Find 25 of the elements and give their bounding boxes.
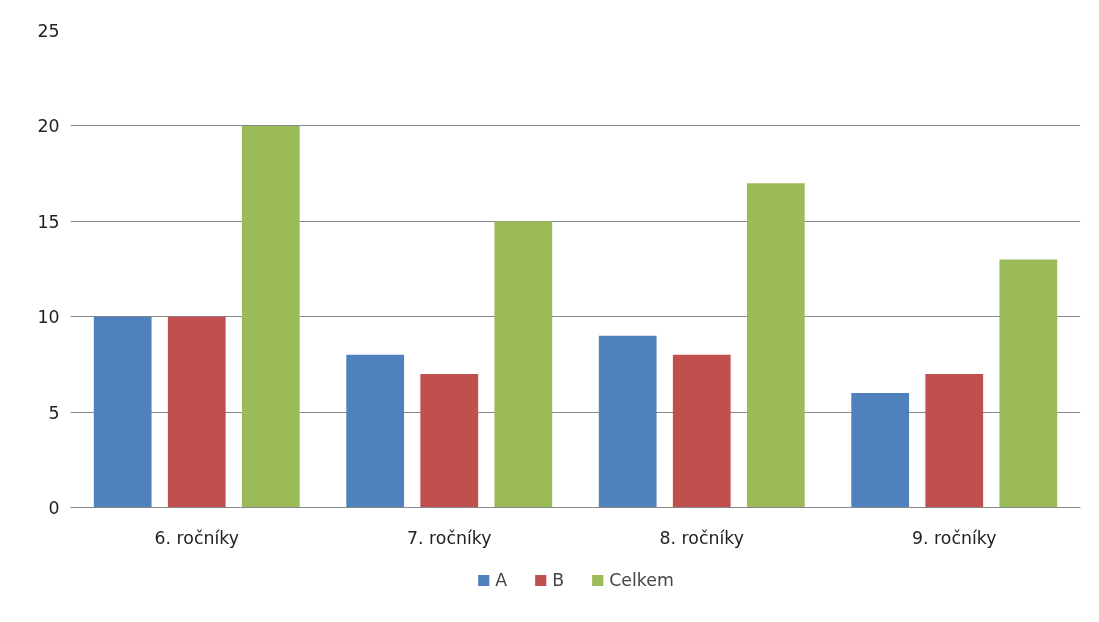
- bar: [420, 373, 479, 508]
- y-tick-label: 15: [37, 211, 60, 232]
- bar: [672, 354, 731, 508]
- x-tick-label: 9. ročníky: [912, 527, 997, 548]
- x-tick-label: 7. ročníky: [407, 527, 492, 548]
- bar: [598, 335, 657, 508]
- y-tick-label: 0: [48, 498, 60, 518]
- legend-label: A: [495, 570, 509, 590]
- bar: [925, 373, 984, 508]
- legend-label: Celkem: [609, 570, 674, 590]
- bar: [851, 393, 910, 508]
- x-tick-label: 6. ročníky: [154, 527, 239, 548]
- bar: [494, 221, 553, 508]
- bar: [167, 316, 226, 508]
- bar: [999, 259, 1058, 508]
- y-tick-label: 10: [37, 307, 60, 328]
- y-tick-label: 20: [37, 116, 60, 137]
- bar: [346, 354, 405, 508]
- x-tick-label: 8. ročníky: [659, 527, 744, 548]
- bar: [241, 125, 300, 508]
- bar: [746, 183, 805, 508]
- bar: [93, 316, 152, 508]
- legend-label: B: [552, 570, 566, 590]
- y-tick-label: 25: [37, 21, 60, 41]
- y-tick-label: 5: [48, 402, 60, 423]
